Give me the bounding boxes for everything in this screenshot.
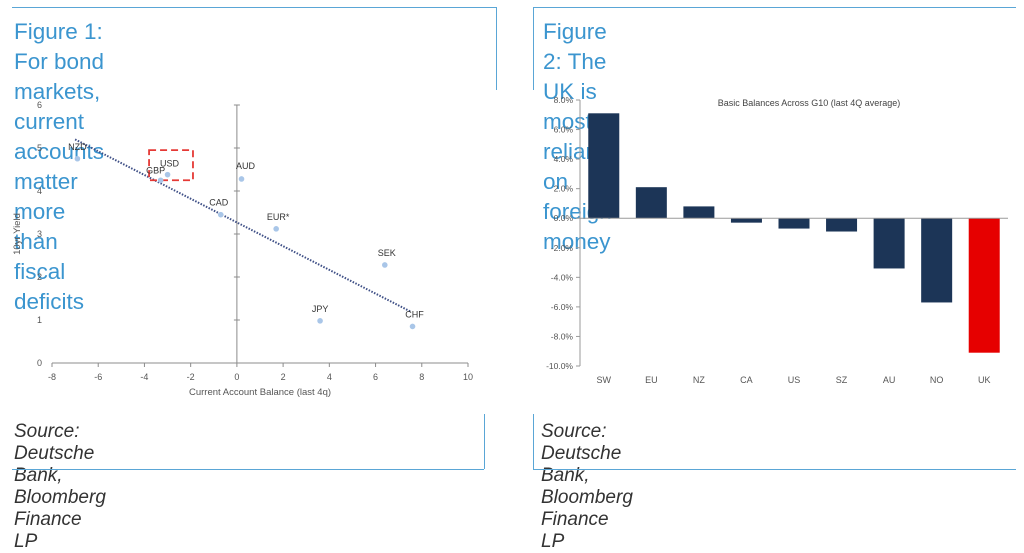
y-tick-label: 4 — [37, 186, 42, 196]
bar — [921, 218, 953, 303]
figure-1-title: Figure 1: For bond markets, current acco… — [14, 17, 104, 317]
x-tick-label: 4 — [327, 372, 332, 382]
figure-2-source: Source: Deutsche Bank, Bloomberg Finance… — [541, 421, 633, 552]
x-tick-label: 0 — [234, 372, 239, 382]
y-tick-label: 5 — [37, 143, 42, 153]
figure-1-right-rule — [496, 7, 497, 90]
x-tick-label: -6 — [94, 372, 102, 382]
scatter-point — [238, 176, 245, 182]
y-tick-label: 6.0% — [554, 125, 574, 135]
figure-1-top-rule — [12, 7, 496, 8]
y-tick-label: 1 — [37, 315, 42, 325]
bar — [730, 218, 762, 223]
y-tick-label: -4.0% — [551, 272, 574, 282]
x-tick-label: UK — [978, 375, 991, 385]
x-tick-label: SZ — [836, 375, 848, 385]
x-tick-label: -8 — [48, 372, 56, 382]
figure-1-bottom-rule — [12, 469, 484, 470]
figure-1-title-line1: Figure 1: For bond markets, current acco… — [14, 19, 105, 164]
x-tick-label: 6 — [373, 372, 378, 382]
y-tick-label: 2.0% — [554, 184, 574, 194]
point-label: JPY — [312, 304, 329, 314]
usd-highlight-box — [148, 149, 194, 182]
x-tick-label: 2 — [281, 372, 286, 382]
bar — [826, 218, 858, 232]
point-label: CAD — [209, 198, 229, 208]
x-axis-label: Current Account Balance (last 4q) — [189, 387, 331, 398]
y-tick-label: -6.0% — [551, 302, 574, 312]
figure-2-title-line2: money — [543, 229, 611, 254]
figure-2-bottom-rule — [533, 469, 1016, 470]
x-tick-label: AU — [883, 375, 896, 385]
x-tick-label: 10 — [463, 372, 473, 382]
y-tick-label: 2 — [37, 272, 42, 282]
scatter-point — [382, 262, 388, 268]
y-tick-label: 4.0% — [554, 154, 574, 164]
x-tick-label: NZ — [693, 375, 705, 385]
y-tick-label: -10.0% — [546, 361, 573, 371]
point-label: USD — [160, 159, 180, 169]
figure-2-source-rule — [533, 414, 534, 469]
scatter-point — [217, 211, 224, 218]
scatter-point — [164, 171, 171, 178]
y-tick-label: 6 — [37, 100, 42, 110]
y-tick-label: 3 — [37, 229, 42, 239]
figure-2-top-rule — [533, 7, 1016, 8]
x-tick-label: -2 — [187, 372, 195, 382]
scatter-point — [317, 318, 323, 324]
scatter-point — [157, 177, 164, 184]
x-tick-label: NO — [930, 375, 944, 385]
x-tick-label: US — [788, 375, 801, 385]
bar — [635, 187, 667, 219]
x-tick-label: EU — [645, 375, 658, 385]
bar — [683, 206, 715, 219]
point-label: EUR* — [267, 212, 290, 222]
point-label: SEK — [378, 248, 396, 258]
point-label: AUD — [236, 161, 256, 171]
figure-1-source: Source: Deutsche Bank, Bloomberg Finance… — [14, 421, 106, 552]
x-tick-label: 8 — [419, 372, 424, 382]
scatter-point — [273, 226, 279, 232]
scatter-point — [409, 323, 416, 330]
y-axis-label: 10yr Yield — [12, 213, 23, 255]
point-label: NZD — [68, 142, 87, 152]
point-label: CHF — [405, 309, 424, 319]
figure-2-left-rule — [533, 7, 534, 90]
point-label: GBP — [146, 165, 165, 175]
figure-1-source-rule — [484, 414, 485, 469]
y-tick-label: 0 — [37, 358, 42, 368]
bar — [778, 218, 810, 229]
bar — [588, 113, 620, 219]
bar-chart: 8.0% 6.0% 4.0% 2.0% 0.0% -2.0% -4.0% -6.0% -8.0%… — [546, 95, 1008, 385]
y-tick-label: 8.0% — [554, 95, 574, 105]
x-tick-label: SW — [597, 375, 612, 385]
y-tick-label: -8.0% — [551, 331, 574, 341]
x-tick-label: -4 — [140, 372, 148, 382]
bar — [968, 218, 1000, 353]
scatter-chart: -8 -6 -4 -2 0 2 4 6 8 10 0 1 2 3 4 5 6 Current Account Ba… — [12, 100, 473, 398]
x-tick-label: CA — [740, 375, 753, 385]
scatter-point — [74, 155, 81, 162]
bar-chart-title: Basic Balances Across G10 (last 4Q avera… — [718, 98, 901, 108]
y-tick-label: 0.0% — [554, 213, 574, 223]
bar — [873, 218, 905, 269]
y-tick-label: -2.0% — [551, 243, 574, 253]
figure-1-title-line2: matter more than fiscal deficits — [14, 169, 85, 314]
